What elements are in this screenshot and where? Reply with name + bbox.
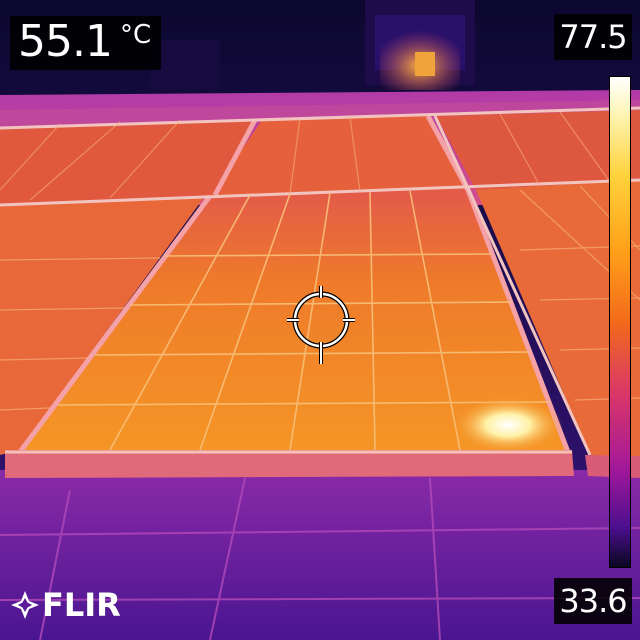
spot-temperature-readout: 55.1 °C — [10, 16, 162, 70]
temperature-color-scale — [609, 76, 631, 568]
flir-logo: FLIR — [10, 588, 121, 622]
scale-max-value: 77.5 — [554, 14, 632, 60]
flir-logo-icon — [11, 591, 39, 619]
flir-logo-text: FLIR — [42, 586, 121, 624]
crosshair-icon — [287, 286, 355, 364]
spot-temperature-value: 55.1 — [18, 16, 113, 67]
temperature-unit: °C — [119, 20, 152, 50]
scale-min-value: 33.6 — [554, 578, 632, 624]
